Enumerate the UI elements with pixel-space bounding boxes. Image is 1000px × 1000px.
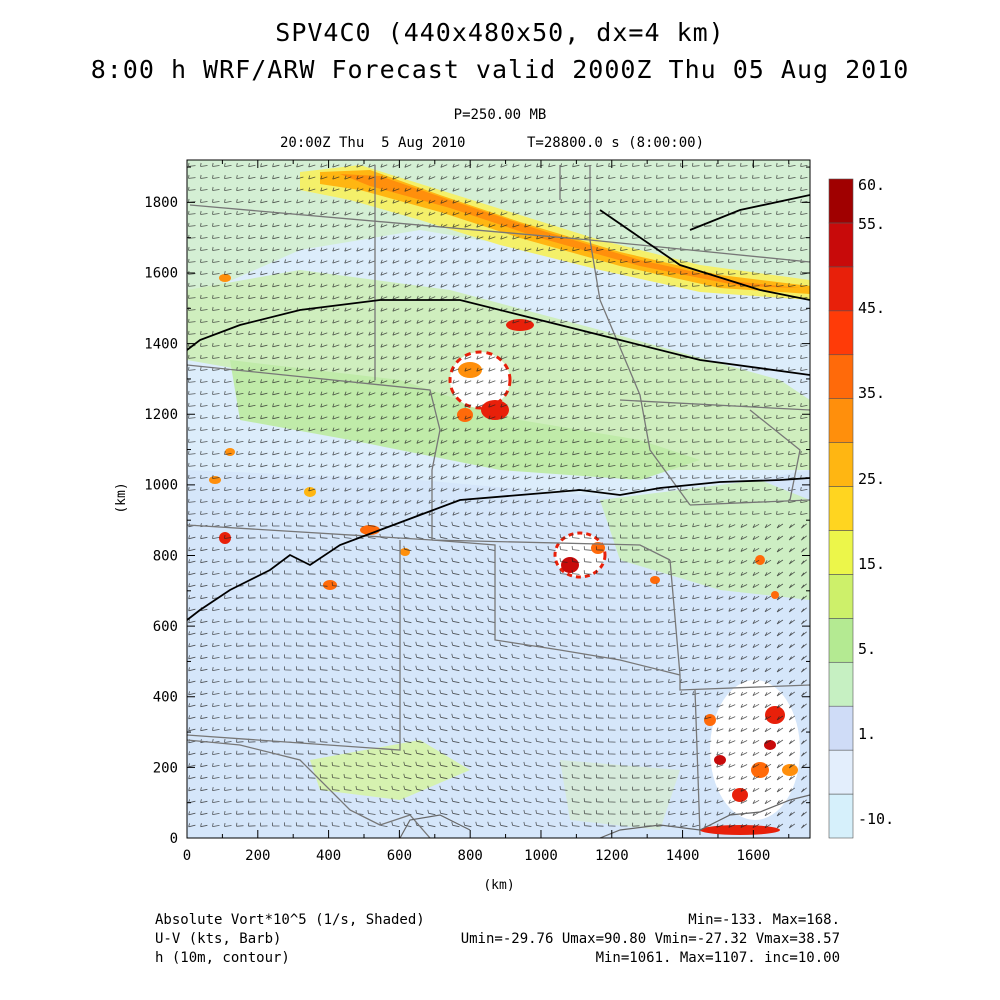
colorbar: [828, 178, 854, 839]
colorbar-swatch: [828, 398, 854, 443]
colorbar-swatch: [828, 530, 854, 575]
x-tick-label: 600: [387, 848, 412, 864]
valid-time-label: 20:00Z Thu 5 Aug 2010: [280, 135, 466, 151]
colorbar-swatch: [828, 793, 854, 839]
x-tick-label: 200: [245, 848, 270, 864]
map-title-line1: SPV4C0 (440x480x50, dx=4 km): [275, 18, 725, 47]
convective-cluster-east: [553, 531, 607, 579]
x-tick-label: 800: [458, 848, 483, 864]
colorbar-swatch: [828, 354, 854, 399]
y-tick-label: 600: [153, 619, 178, 635]
colorbar-swatch: [828, 442, 854, 487]
footer-field2-name: U-V (kts, Barb): [155, 931, 282, 947]
footer-field3-stats: Min=1061. Max=1107. inc=10.00: [595, 950, 840, 966]
colorbar-swatch: [828, 266, 854, 312]
colorbar-label: 60.: [858, 176, 885, 194]
y-tick-label: 1600: [144, 266, 178, 282]
map-title-line2: 8:00 h WRF/ARW Forecast valid 2000Z Thu …: [90, 55, 910, 84]
y-tick-label: 1400: [144, 336, 178, 352]
convective-cluster-southeast: [700, 680, 800, 835]
colorbar-label: 15.: [858, 555, 885, 573]
y-tick-label: 1800: [144, 195, 178, 211]
colorbar-swatch: [828, 222, 854, 268]
colorbar-swatch: [828, 618, 854, 663]
y-tick-label: 1000: [144, 478, 178, 494]
colorbar-label: 25.: [858, 470, 885, 488]
footer-field3-name: h (10m, contour): [155, 950, 290, 966]
x-axis-label: (km): [483, 878, 514, 893]
axis-ticks: [186, 160, 810, 839]
y-tick-label: 400: [153, 690, 178, 706]
colorbar-label: -10.: [858, 810, 894, 828]
y-tick-label: 800: [153, 548, 178, 564]
colorbar-swatch: [828, 178, 854, 224]
y-tick-label: 0: [170, 831, 178, 847]
colorbar-swatch: [828, 705, 854, 751]
map-frame: [186, 159, 811, 839]
colorbar-swatch: [828, 310, 854, 356]
x-tick-label: 1200: [595, 848, 629, 864]
colorbar-swatch: [828, 661, 854, 707]
gulf-coastline: [399, 794, 810, 838]
wind-barbs: [188, 162, 808, 829]
colorbar-label: 35.: [858, 384, 885, 402]
convective-spots-west: [209, 274, 779, 599]
colorbar-label: 1.: [858, 725, 876, 743]
colorbar-swatch: [828, 486, 854, 531]
vorticity-green-south: [310, 740, 470, 800]
wind-barb-field: [188, 162, 808, 829]
x-tick-label: 400: [316, 848, 341, 864]
y-tick-label: 200: [153, 760, 178, 776]
height-contours: [187, 194, 810, 621]
y-axis-label: (km): [114, 482, 129, 513]
simulation-time-label: T=28800.0 s (8:00:00): [527, 135, 705, 151]
vorticity-green-east: [600, 480, 810, 600]
colorbar-label: 55.: [858, 215, 885, 233]
x-tick-label: 1600: [737, 848, 771, 864]
colorbar-label: 45.: [858, 299, 885, 317]
x-tick-label: 1400: [666, 848, 700, 864]
colorbar-swatch: [828, 749, 854, 795]
footer-field2-stats: Umin=-29.76 Umax=90.80 Vmin=-27.32 Vmax=…: [460, 931, 840, 947]
state-boundaries: [187, 165, 810, 838]
footer-field1-name: Absolute Vort*10^5 (1/s, Shaded): [155, 912, 425, 928]
vorticity-green-southeast: [560, 760, 680, 830]
footer-field1-stats: Min=-133. Max=168.: [688, 912, 840, 928]
x-tick-label: 1000: [524, 848, 558, 864]
map-plot-area: [187, 160, 810, 838]
colorbar-swatch: [828, 574, 854, 619]
y-tick-label: 1200: [144, 407, 178, 423]
x-tick-label: 0: [183, 848, 191, 864]
colorbar-label: 5.: [858, 640, 876, 658]
pressure-level-label: P=250.00 MB: [453, 107, 547, 123]
